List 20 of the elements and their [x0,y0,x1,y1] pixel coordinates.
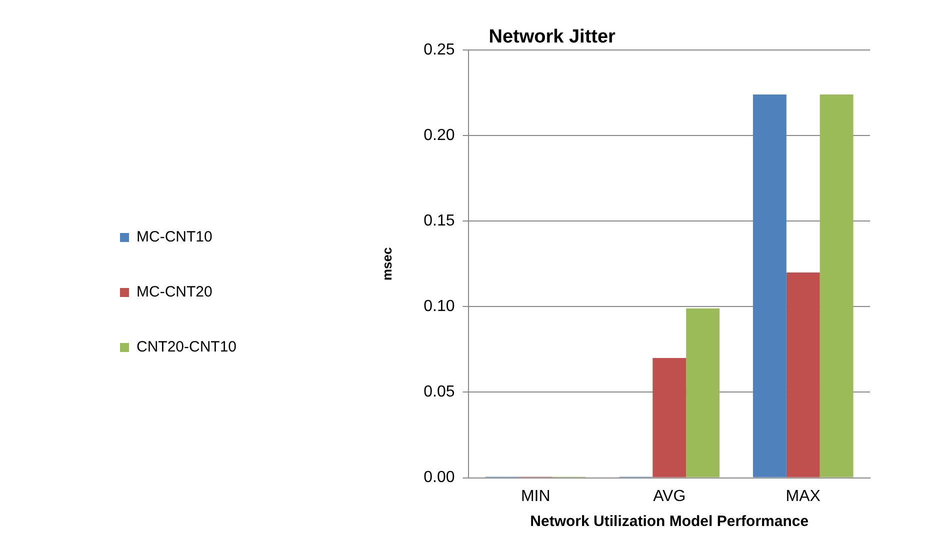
bar [820,94,854,478]
x-tick-label: AVG [653,488,686,505]
y-tick-label: 0.00 [424,469,455,486]
x-tick-label: MAX [786,488,821,505]
bar [786,272,820,478]
y-tick-label: 0.25 [424,41,455,58]
y-tick-label: 0.20 [424,126,455,144]
bar [752,94,786,478]
y-tick-label: 0.15 [424,212,455,230]
bar [652,358,686,478]
y-axis-title: msec [379,247,394,281]
x-axis-title: Network Utilization Model Performance [530,513,809,530]
y-tick-label: 0.05 [424,384,455,401]
bar [686,308,720,478]
y-tick-label: 0.10 [424,298,455,316]
x-tick-label: MIN [520,488,550,505]
chart-title: Network Jitter [488,26,616,48]
legend-label: MC-CNT10 [136,228,212,246]
legend-label: MC-CNT20 [136,284,212,301]
legend-label: CNT20-CNT10 [136,338,237,356]
